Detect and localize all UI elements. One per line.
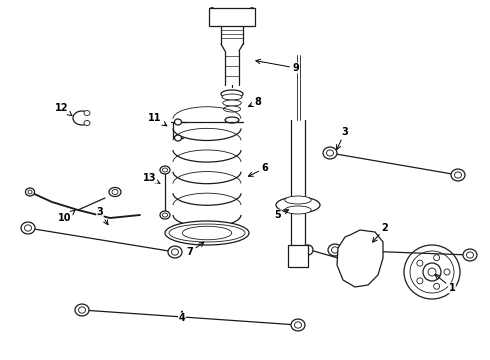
Ellipse shape [417,278,423,284]
Ellipse shape [434,283,440,289]
Ellipse shape [174,119,181,125]
Ellipse shape [360,268,364,272]
Ellipse shape [291,319,305,331]
Ellipse shape [328,244,342,256]
Ellipse shape [210,22,215,27]
Ellipse shape [84,121,90,126]
Ellipse shape [165,221,249,245]
Ellipse shape [227,13,237,21]
Ellipse shape [28,190,32,194]
Text: 3: 3 [97,207,108,225]
Ellipse shape [222,10,242,24]
Ellipse shape [223,100,241,106]
Ellipse shape [294,322,301,328]
Ellipse shape [428,268,436,276]
Ellipse shape [163,213,168,217]
FancyBboxPatch shape [288,245,308,267]
Ellipse shape [357,257,367,267]
Ellipse shape [160,211,170,219]
Ellipse shape [169,224,245,242]
Ellipse shape [174,135,181,141]
Ellipse shape [221,90,243,98]
Text: 5: 5 [274,210,289,220]
Ellipse shape [423,263,441,281]
Ellipse shape [160,166,170,174]
Ellipse shape [466,252,473,258]
Ellipse shape [326,150,334,156]
Ellipse shape [75,304,89,316]
Ellipse shape [163,168,168,172]
Ellipse shape [352,260,356,264]
Ellipse shape [109,188,121,197]
Ellipse shape [168,246,182,258]
Polygon shape [337,230,383,287]
Ellipse shape [210,8,215,13]
Ellipse shape [25,188,34,196]
Ellipse shape [323,147,337,159]
Ellipse shape [332,247,339,253]
Ellipse shape [24,225,31,231]
Ellipse shape [463,249,477,261]
Ellipse shape [249,8,254,13]
Ellipse shape [172,249,178,255]
Ellipse shape [368,260,372,264]
Ellipse shape [451,169,465,181]
Text: 12: 12 [55,103,72,116]
Ellipse shape [222,94,242,100]
Ellipse shape [225,117,239,123]
Ellipse shape [417,260,423,266]
Text: 4: 4 [179,311,185,323]
Ellipse shape [285,206,311,214]
Text: 8: 8 [248,97,262,107]
Text: 7: 7 [187,242,204,257]
Ellipse shape [455,172,462,178]
Ellipse shape [112,189,118,194]
Text: 6: 6 [248,163,269,176]
Ellipse shape [295,256,300,261]
Text: 11: 11 [148,113,167,126]
Ellipse shape [444,269,450,275]
Ellipse shape [223,106,241,112]
Text: 13: 13 [143,173,160,183]
Ellipse shape [249,22,254,27]
Text: 10: 10 [58,210,75,223]
Ellipse shape [285,196,311,204]
FancyBboxPatch shape [209,8,255,26]
Text: 9: 9 [256,59,299,73]
Ellipse shape [434,255,440,261]
Text: 2: 2 [372,223,389,242]
Ellipse shape [182,226,232,240]
Text: 3: 3 [337,127,348,149]
Ellipse shape [351,251,373,273]
Ellipse shape [276,197,320,213]
Ellipse shape [360,252,364,256]
Ellipse shape [404,245,460,299]
Ellipse shape [84,111,90,116]
Ellipse shape [21,222,35,234]
Ellipse shape [295,247,300,252]
Ellipse shape [303,245,313,255]
Ellipse shape [78,307,85,313]
Text: 1: 1 [435,274,455,293]
Ellipse shape [410,251,454,293]
